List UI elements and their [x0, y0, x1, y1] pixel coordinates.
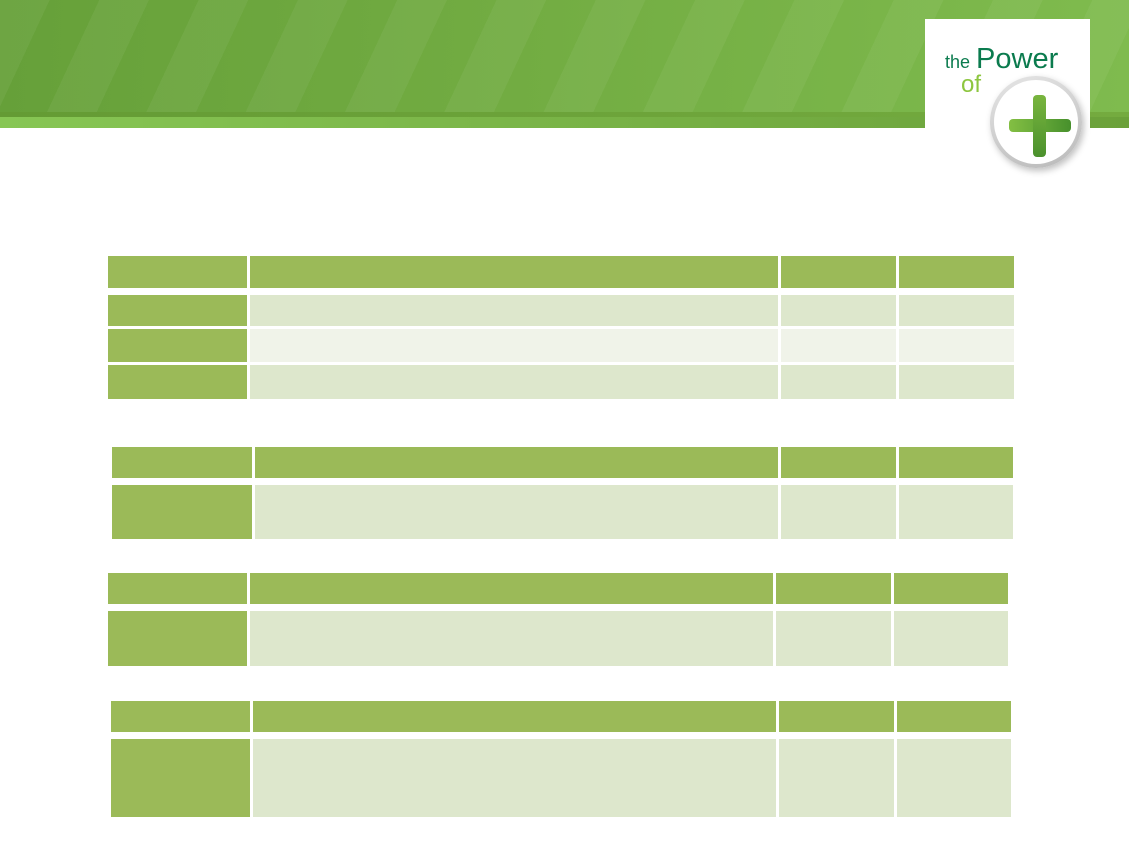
table-3-row-1-body-cell-3 — [894, 611, 1008, 666]
table-1 — [105, 253, 1017, 402]
table-1-row-3-body-cell-2 — [781, 365, 896, 399]
table-2-header-cell-3 — [781, 447, 896, 482]
plus-icon — [1033, 95, 1046, 157]
table-4-row-1-body-cell-3 — [897, 739, 1011, 817]
logo-word-of: of — [961, 71, 982, 98]
table-1-header-cell-3 — [781, 256, 896, 292]
table-1-row-3-row-header-cell — [108, 365, 247, 399]
table-4-row-1-body-cell-1 — [253, 739, 776, 817]
table-2 — [109, 444, 1016, 542]
table-4-header-row — [111, 701, 1011, 736]
table-1-header-cell-4 — [899, 256, 1014, 292]
table-4-row-1 — [111, 739, 1011, 817]
table-1-row-3-body-cell-3 — [899, 365, 1014, 399]
table-2-header-cell-2 — [255, 447, 778, 482]
plus-circle-inner — [994, 80, 1078, 164]
table-3-row-1 — [108, 611, 1008, 666]
table-3-row-1-row-header-cell — [108, 611, 247, 666]
table-2-row-1-body-cell-3 — [899, 485, 1013, 539]
table-4 — [108, 698, 1014, 820]
table-1-row-3-body-cell-1 — [250, 365, 778, 399]
table-4-header-cell-3 — [779, 701, 894, 736]
logo-word-power: Power — [976, 43, 1059, 75]
table-1-header-cell-1 — [108, 256, 247, 292]
table-2-header-cell-4 — [899, 447, 1013, 482]
table-3-header-cell-3 — [776, 573, 891, 608]
table-4-header-cell-1 — [111, 701, 250, 736]
table-1-row-2-body-cell-1 — [250, 329, 778, 362]
logo-line-1: the Power — [945, 43, 1058, 76]
table-4-row-1-body-cell-2 — [779, 739, 894, 817]
table-2-row-1 — [112, 485, 1013, 539]
table-3-header-cell-1 — [108, 573, 247, 608]
table-2-header-row — [112, 447, 1013, 482]
table-1-row-1-body-cell-1 — [250, 295, 778, 326]
table-1-row-1-row-header-cell — [108, 295, 247, 326]
plus-circle-icon — [990, 76, 1082, 168]
table-1-row-2-body-cell-3 — [899, 329, 1014, 362]
table-1-row-1-body-cell-3 — [899, 295, 1014, 326]
table-3-header-cell-2 — [250, 573, 773, 608]
table-1-row-2-row-header-cell — [108, 329, 247, 362]
table-1-row-2 — [108, 329, 1014, 362]
table-3-row-1-body-cell-2 — [776, 611, 891, 666]
table-2-row-1-body-cell-2 — [781, 485, 896, 539]
power-of-plus-logo: the Power of — [925, 19, 1090, 168]
table-3-header-row — [108, 573, 1008, 608]
logo-word-the: the — [945, 52, 971, 72]
banner-seam-line — [0, 112, 1129, 117]
table-2-row-1-row-header-cell — [112, 485, 252, 539]
table-1-row-1 — [108, 295, 1014, 326]
table-1-row-3 — [108, 365, 1014, 399]
table-2-row-1-body-cell-1 — [255, 485, 778, 539]
banner-accent-strip — [0, 117, 1129, 128]
table-4-row-1-row-header-cell — [111, 739, 250, 817]
table-3 — [105, 570, 1011, 669]
table-4-header-cell-4 — [897, 701, 1011, 736]
table-4-header-cell-2 — [253, 701, 776, 736]
table-1-header-row — [108, 256, 1014, 292]
table-3-header-cell-4 — [894, 573, 1008, 608]
table-1-row-1-body-cell-2 — [781, 295, 896, 326]
table-1-row-2-body-cell-2 — [781, 329, 896, 362]
table-3-row-1-body-cell-1 — [250, 611, 773, 666]
table-2-header-cell-1 — [112, 447, 252, 482]
table-1-header-cell-2 — [250, 256, 778, 292]
